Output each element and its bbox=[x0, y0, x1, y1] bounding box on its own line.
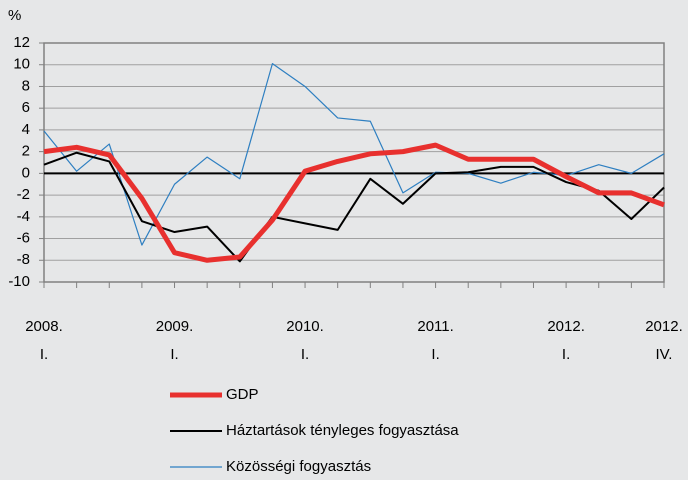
x-tick-label: 2012. bbox=[547, 318, 585, 335]
y-tick-label: -6 bbox=[17, 230, 30, 247]
y-tick-label: 0 bbox=[22, 164, 30, 181]
y-tick-label: 6 bbox=[22, 99, 30, 116]
y-tick-label: 8 bbox=[22, 77, 30, 94]
legend-label: GDP bbox=[226, 386, 259, 403]
series-line bbox=[43, 151, 665, 263]
legend-label: Háztartások tényleges fogyasztása bbox=[226, 422, 459, 439]
y-tick-label: 2 bbox=[22, 143, 30, 160]
x-tick-label: I. bbox=[301, 346, 309, 363]
y-tick-label: 12 bbox=[13, 34, 30, 51]
x-tick-label: 2009. bbox=[156, 318, 194, 335]
y-tick-label: 10 bbox=[13, 56, 30, 73]
legend-label: Közösségi fogyasztás bbox=[226, 458, 371, 475]
series-line bbox=[43, 142, 665, 263]
y-tick-label: -2 bbox=[17, 186, 30, 203]
x-tick-label: I. bbox=[40, 346, 48, 363]
x-tick-label: I. bbox=[170, 346, 178, 363]
plot-border bbox=[43, 42, 665, 283]
x-tick-label: IV. bbox=[656, 346, 673, 363]
x-tick-label: I. bbox=[562, 346, 570, 363]
x-tick-label: I. bbox=[431, 346, 439, 363]
y-tick-label: -4 bbox=[17, 208, 30, 225]
y-tick-label: 4 bbox=[22, 121, 30, 138]
x-tick-label: 2008. bbox=[25, 318, 63, 335]
series-line bbox=[43, 63, 665, 246]
x-tick-label: 2012. bbox=[645, 318, 683, 335]
y-axis-label: % bbox=[8, 7, 21, 24]
y-tick-label: -10 bbox=[8, 273, 30, 290]
y-tick-label: -8 bbox=[17, 251, 30, 268]
x-tick-label: 2010. bbox=[286, 318, 324, 335]
x-tick-label: 2011. bbox=[417, 318, 453, 335]
